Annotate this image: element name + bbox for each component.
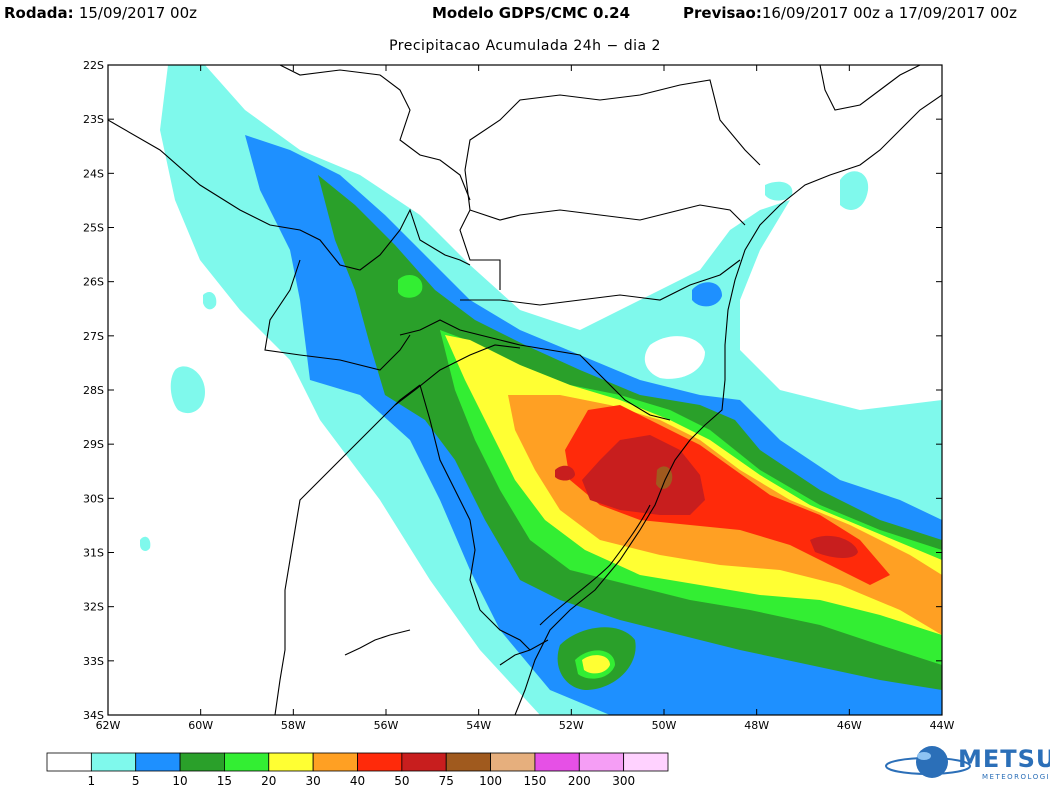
lon-tick-label: 52W	[559, 719, 584, 732]
lat-tick-label: 33S	[83, 655, 104, 668]
precip-patch-cyan-west	[170, 366, 205, 414]
precip-patch-yellow-south	[582, 655, 610, 674]
legend-swatch	[534, 752, 580, 772]
lon-tick-label: 46W	[837, 719, 862, 732]
precip-contour-75mm	[656, 466, 673, 489]
color-legend: 1 5 10 15 20 30 40 50 75 100 150 200 300	[46, 752, 669, 788]
border-sc-rs	[460, 259, 741, 306]
legend-swatch	[179, 752, 225, 772]
precip-contour-50mm	[582, 435, 705, 515]
lat-tick-label: 23S	[83, 113, 104, 126]
model-name: Modelo GDPS/CMC 0.24	[432, 4, 631, 22]
lon-tick-label: 60W	[188, 719, 213, 732]
legend-label: 150	[523, 774, 546, 788]
run-label: Rodada:	[4, 4, 74, 22]
border-pr-sp	[464, 79, 761, 211]
legend-swatch	[623, 752, 669, 772]
globe-icon	[885, 746, 971, 778]
border-pr-sc	[459, 204, 746, 290]
lat-tick-label: 26S	[83, 276, 104, 289]
lon-tick-label: 56W	[374, 719, 399, 732]
border-uruguay-argentina	[274, 384, 421, 715]
map-subtitle: Precipitacao Acumulada 24h − dia 2	[389, 38, 661, 54]
border-paraguay-north	[279, 65, 471, 201]
border-argentina-brazil	[399, 319, 671, 421]
legend-swatch	[357, 752, 403, 772]
border-south-lagoon	[539, 504, 651, 626]
legend-label: 75	[439, 774, 454, 788]
logo-name: METSUL	[958, 745, 1050, 773]
legend-swatch	[224, 752, 270, 772]
legend-label: 300	[612, 774, 635, 788]
lat-tick-label: 25S	[83, 222, 104, 235]
precip-patch-darkred-w	[555, 465, 575, 481]
lon-tick-label: 54W	[466, 719, 491, 732]
border-rs-north	[394, 344, 521, 406]
precip-hole-white	[644, 336, 705, 379]
logo-subtitle: METEOROLOGIA	[982, 773, 1050, 781]
forecast-value: 16/09/2017 00z a 17/09/2017 00z	[761, 4, 1017, 22]
lat-tick-label: 31S	[83, 547, 104, 560]
precip-patch-cyan-tiny	[140, 536, 151, 552]
legend-swatch	[46, 752, 92, 772]
coastline	[514, 94, 942, 715]
border-argentina-north	[264, 259, 411, 371]
lon-tick-label: 62W	[96, 719, 121, 732]
legend-label: 10	[172, 774, 187, 788]
precip-patch-cyan-small	[203, 291, 217, 310]
border-uruguay-brazil	[419, 384, 531, 651]
map-boundaries	[108, 65, 942, 715]
legend-swatch	[490, 752, 536, 772]
lat-tick-label: 34S	[83, 709, 104, 722]
legend-label: 1	[88, 774, 96, 788]
lat-tick-label: 28S	[83, 384, 104, 397]
run-info: Rodada: 15/09/2017 00z	[4, 4, 197, 22]
legend-label: 50	[394, 774, 409, 788]
legend-swatch	[445, 752, 491, 772]
metsul-logo	[880, 742, 1050, 786]
precip-patch-blue-east	[692, 282, 722, 307]
lat-tick-label: 32S	[83, 601, 104, 614]
precip-patch-lightgreen-nw	[398, 275, 423, 298]
forecast-label: Previsao:	[683, 4, 762, 22]
legend-swatch	[312, 752, 358, 772]
border-paraguay	[108, 119, 471, 271]
legend-label: 15	[217, 774, 232, 788]
legend-swatch	[401, 752, 447, 772]
precip-patch-cyan-ne	[840, 171, 869, 210]
legend-label: 100	[479, 774, 502, 788]
forecast-info: Previsao:16/09/2017 00z a 17/09/2017 00z	[683, 4, 1017, 22]
precip-patch-cyan-ne2	[765, 181, 793, 201]
border-sp-east	[819, 65, 921, 111]
border-lagoa-mirim	[499, 639, 549, 666]
lon-tick-label: 58W	[281, 719, 306, 732]
rio-de-la-plata	[344, 629, 411, 656]
lat-tick-label: 24S	[83, 167, 104, 180]
legend-label: 30	[306, 774, 321, 788]
legend-label: 5	[132, 774, 140, 788]
lat-tick-label: 27S	[83, 330, 104, 343]
precip-patch-darkred-se	[810, 535, 858, 558]
lon-tick-label: 50W	[652, 719, 677, 732]
axis-ticks: 22S23S24S25S26S27S28S29S30S31S32S33S34S6…	[83, 59, 955, 732]
lon-tick-label: 48W	[744, 719, 769, 732]
lat-tick-label: 29S	[83, 438, 104, 451]
legend-swatch	[135, 752, 181, 772]
lat-tick-label: 22S	[83, 59, 104, 72]
lon-tick-label: 44W	[930, 719, 955, 732]
legend-label: 200	[568, 774, 591, 788]
legend-swatch	[268, 752, 314, 772]
precipitation-field	[140, 65, 942, 715]
legend-swatch	[578, 752, 625, 772]
lat-tick-label: 30S	[83, 492, 104, 505]
legend-swatch	[90, 752, 137, 772]
legend-label: 40	[350, 774, 365, 788]
run-value: 15/09/2017 00z	[78, 4, 197, 22]
legend-label: 20	[261, 774, 276, 788]
